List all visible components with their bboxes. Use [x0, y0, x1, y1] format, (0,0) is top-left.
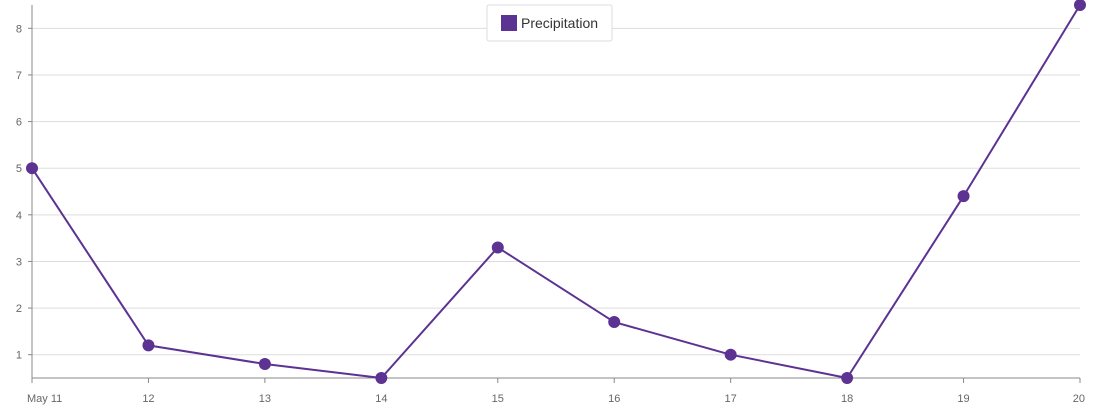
x-tick-label: 14 — [375, 393, 387, 405]
y-tick-label: 6 — [16, 117, 22, 129]
x-tick-label: 16 — [608, 393, 620, 405]
data-point[interactable] — [142, 339, 155, 352]
data-point[interactable] — [491, 241, 504, 254]
data-point[interactable] — [258, 358, 271, 371]
legend[interactable]: Precipitation — [486, 4, 613, 42]
legend-box — [486, 4, 613, 42]
x-tick-label: May 11 — [27, 393, 62, 405]
data-point[interactable] — [26, 162, 38, 175]
x-tick-label: 15 — [492, 393, 504, 405]
data-point[interactable] — [841, 372, 854, 384]
y-tick-label: 4 — [16, 210, 22, 222]
data-point[interactable] — [1074, 0, 1086, 11]
y-tick-label: 5 — [16, 163, 22, 175]
y-tick-label: 3 — [16, 256, 22, 268]
series-layer — [26, 0, 1086, 384]
x-tick-label: 19 — [957, 393, 969, 405]
data-point[interactable] — [957, 190, 970, 203]
data-point[interactable] — [608, 316, 621, 329]
x-tick-label: 12 — [142, 393, 154, 405]
legend-label: Precipitation — [521, 15, 598, 31]
series-line — [31, 4, 1081, 379]
x-tick-label: 17 — [725, 393, 737, 405]
data-point[interactable] — [724, 348, 737, 361]
y-tick-label: 8 — [16, 23, 22, 35]
y-tick-label: 2 — [16, 303, 22, 315]
data-point[interactable] — [375, 372, 388, 384]
x-axis: May 11 12 13 14 15 16 17 18 19 20 — [27, 377, 1085, 405]
x-tick-label: 18 — [841, 393, 853, 405]
y-tick-label: 7 — [16, 70, 22, 82]
x-tick-label: 20 — [1073, 393, 1085, 405]
gridlines — [32, 27, 1080, 356]
legend-swatch — [501, 15, 517, 31]
y-axis: 1 2 3 4 5 6 7 8 — [16, 5, 33, 378]
y-tick-label: 1 — [16, 350, 22, 362]
x-tick-label: 13 — [259, 393, 271, 405]
